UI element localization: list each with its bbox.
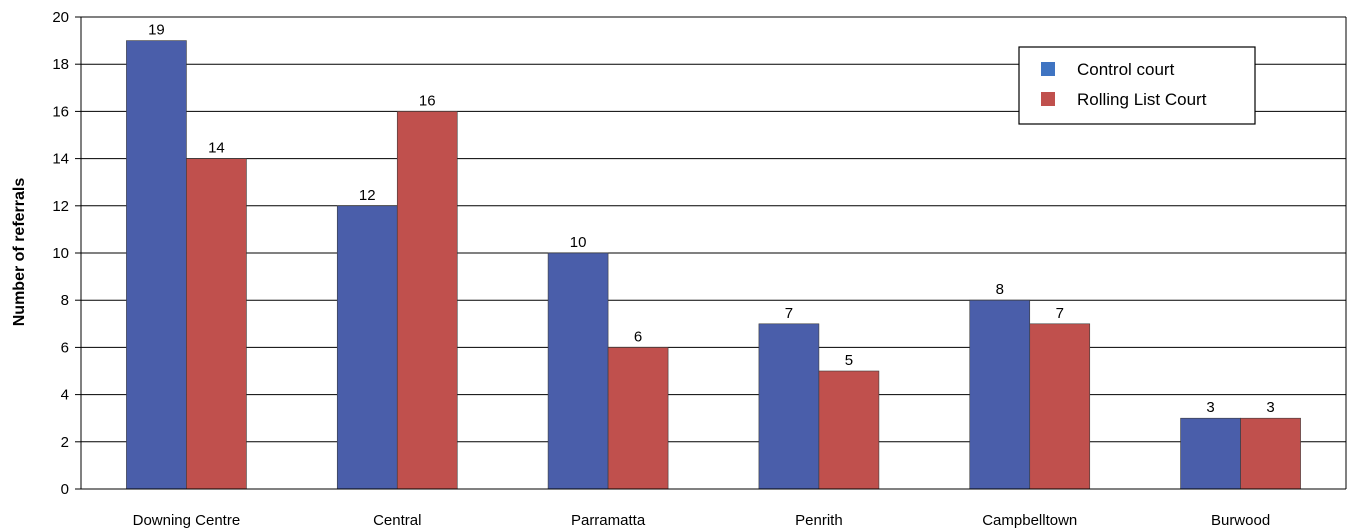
data-label: 6	[634, 328, 642, 345]
bar	[126, 40, 187, 490]
data-label: 14	[208, 140, 225, 157]
y-axis-label: Number of referrals	[11, 178, 28, 327]
bar	[1180, 417, 1241, 490]
y-tick-label: 12	[52, 198, 69, 215]
data-label: 16	[419, 92, 436, 109]
category-label: Parramatta	[571, 512, 646, 529]
data-labels: 19 14 12 16 10 6 7 5 8 7 3 3	[148, 22, 1275, 417]
category-label: Downing Centre	[133, 512, 241, 529]
data-label: 3	[1206, 399, 1214, 416]
bar	[396, 111, 458, 490]
data-label: 10	[570, 234, 587, 251]
bar	[1240, 417, 1301, 490]
category-label: Burwood	[1211, 512, 1270, 529]
bar	[1029, 323, 1091, 490]
bar	[969, 299, 1031, 490]
y-tick-label: 14	[52, 151, 69, 168]
y-tick-label: 16	[52, 103, 69, 120]
y-tick-label: 6	[61, 339, 69, 356]
y-tick-label: 2	[61, 434, 69, 451]
legend: Control court Rolling List Court	[1018, 46, 1256, 125]
category-label: Penrith	[795, 512, 843, 529]
data-label: 7	[785, 305, 793, 322]
category-label: Campbelltown	[982, 512, 1077, 529]
y-tick-label: 8	[61, 292, 69, 309]
y-tick-label: 4	[61, 387, 69, 404]
bar	[336, 205, 398, 490]
legend-box	[1018, 46, 1256, 125]
data-label: 19	[148, 22, 165, 39]
data-label: 3	[1266, 399, 1274, 416]
legend-label: Control court	[1077, 60, 1175, 79]
bars	[126, 40, 1301, 490]
category-labels: Downing Centre Central Parramatta Penrith Ca…	[133, 512, 1271, 529]
bar	[607, 347, 669, 490]
y-tick-label: 18	[52, 56, 69, 73]
y-tick-label: 20	[52, 9, 69, 26]
data-label: 5	[845, 352, 853, 369]
axes	[80, 17, 1347, 490]
data-label: 7	[1056, 305, 1064, 322]
y-tick-label: 0	[61, 481, 69, 498]
data-label: 12	[359, 187, 376, 204]
y-axis-ticks: 0 2 4 6 8 10 12 14 16 18 20	[52, 9, 81, 498]
data-label: 8	[996, 281, 1004, 298]
legend-label: Rolling List Court	[1077, 90, 1207, 109]
legend-swatch	[1041, 62, 1055, 76]
legend-swatch	[1041, 92, 1055, 106]
y-tick-label: 10	[52, 245, 69, 262]
bar	[547, 252, 609, 490]
bar	[818, 370, 880, 490]
category-label: Central	[373, 512, 421, 529]
bar	[186, 158, 247, 490]
bar	[758, 323, 820, 490]
